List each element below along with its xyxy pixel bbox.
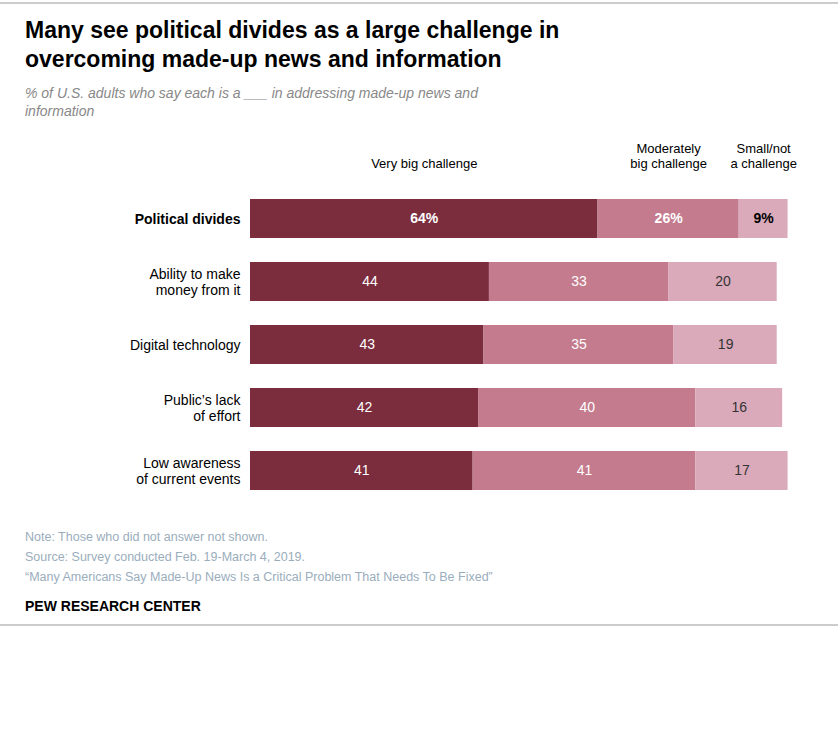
svg-text:41: 41 bbox=[577, 463, 593, 479]
svg-text:44: 44 bbox=[362, 274, 378, 290]
svg-text:41: 41 bbox=[354, 463, 370, 479]
svg-text:Political divides: Political divides bbox=[135, 211, 241, 227]
svg-text:17: 17 bbox=[734, 463, 750, 479]
html-text:Many see political divides as: Many see political divides as a large ch… bbox=[25, 17, 560, 72]
svg-text:16: 16 bbox=[731, 400, 747, 416]
svg-text:42: 42 bbox=[357, 400, 373, 416]
svg-text:20: 20 bbox=[715, 274, 731, 290]
svg-text:33: 33 bbox=[571, 274, 587, 290]
svg-text:Ability to makemoney from it: Ability to makemoney from it bbox=[149, 266, 240, 298]
html-text:% of U.S. adults who say each: % of U.S. adults who say each is a ___ i… bbox=[25, 84, 478, 120]
svg-text:64%: 64% bbox=[410, 211, 439, 227]
svg-text:43: 43 bbox=[359, 337, 375, 353]
svg-text:Very big challenge: Very big challenge bbox=[371, 156, 477, 171]
svg-text:19: 19 bbox=[718, 337, 734, 353]
svg-text:Low awarenessof current events: Low awarenessof current events bbox=[136, 455, 240, 487]
svg-text:35: 35 bbox=[571, 337, 587, 353]
svg-text:Public’s lackof effort: Public’s lackof effort bbox=[164, 392, 242, 424]
svg-text:Moderatelybig challenge: Moderatelybig challenge bbox=[630, 141, 707, 171]
svg-text:40: 40 bbox=[579, 400, 595, 416]
svg-text:Small/nota challenge: Small/nota challenge bbox=[730, 141, 797, 171]
svg-text:26%: 26% bbox=[655, 211, 684, 227]
html-text:Note: Those who did not answer: Note: Those who did not answer not shown… bbox=[25, 530, 268, 545]
svg-text:Digital technology: Digital technology bbox=[130, 337, 241, 353]
html-text:PEW RESEARCH CENTER: PEW RESEARCH CENTER bbox=[25, 598, 201, 615]
svg-text:9%: 9% bbox=[754, 211, 775, 227]
html-text:“Many Americans Say Made-Up Ne: “Many Americans Say Made-Up News Is a Cr… bbox=[25, 570, 493, 585]
html-text:Source: Survey conducted Feb.: Source: Survey conducted Feb. 19-March 4… bbox=[25, 550, 305, 565]
